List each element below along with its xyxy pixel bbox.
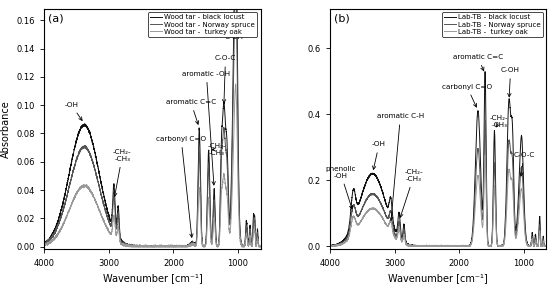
Wood tar -  turkey oak (132, 245, 139, 248)
X-axis label: Wavenumber [cm⁻¹]: Wavenumber [cm⁻¹] (389, 273, 488, 283)
Text: aromatic -OH: aromatic -OH (182, 71, 230, 185)
Lab-TB - Norway spruce (543, 244, 550, 248)
Wood tar - Norway spruce (144, 244, 150, 248)
Lab-TB - Norway spruce (418, 244, 424, 248)
Wood tar - Norway spruce (126, 245, 133, 248)
Text: carbonyl C=O: carbonyl C=O (156, 136, 206, 237)
Text: C-OH: C-OH (224, 29, 243, 40)
Text: C-OH: C-OH (501, 67, 520, 97)
Text: -CH₂-
-CH₃: -CH₂- -CH₃ (400, 169, 423, 217)
Lab-TB - Norway spruce (420, 244, 426, 247)
Wood tar - Norway spruce (240, 245, 247, 248)
Wood tar -  turkey oak (257, 244, 264, 248)
Text: C-O-C: C-O-C (513, 152, 534, 176)
Lab-TB -  turkey oak (420, 244, 426, 248)
Text: -CH₂-
-CH₃: -CH₂- -CH₃ (490, 115, 508, 127)
Wood tar -  turkey oak (134, 244, 140, 248)
Lab-TB - black locust (418, 244, 424, 248)
Wood tar - Norway spruce (251, 220, 257, 223)
Wood tar -  turkey oak (41, 242, 47, 246)
Wood tar - black locust (251, 215, 257, 218)
Text: aromatic C=C: aromatic C=C (166, 99, 216, 124)
Wood tar - Norway spruce (41, 242, 47, 246)
Text: (b): (b) (335, 14, 350, 24)
Text: -CH₂-
-CH₃: -CH₂- -CH₃ (208, 143, 226, 156)
Line: Wood tar -  turkey oak: Wood tar - turkey oak (44, 84, 261, 247)
Lab-TB - black locust (526, 244, 533, 247)
Line: Wood tar - black locust: Wood tar - black locust (44, 0, 261, 247)
Wood tar - black locust (134, 245, 140, 248)
Lab-TB - Norway spruce (429, 244, 436, 248)
Wood tar -  turkey oak (144, 245, 150, 248)
Lab-TB -  turkey oak (482, 154, 489, 157)
Lab-TB -  turkey oak (327, 244, 333, 248)
Wood tar - Norway spruce (198, 228, 205, 232)
Lab-TB - Norway spruce (484, 232, 491, 236)
Lab-TB -  turkey oak (327, 244, 333, 248)
Wood tar - black locust (257, 245, 264, 248)
Text: -OH: -OH (64, 102, 82, 121)
Lab-TB - Norway spruce (482, 118, 489, 122)
Wood tar - black locust (41, 241, 47, 245)
Lab-TB - Norway spruce (537, 224, 543, 228)
Wood tar - black locust (198, 225, 205, 229)
Text: phenolic
-OH: phenolic -OH (325, 166, 355, 209)
Lab-TB -  turkey oak (429, 244, 436, 247)
Wood tar - black locust (126, 245, 133, 248)
Line: Lab-TB - Norway spruce: Lab-TB - Norway spruce (330, 120, 546, 246)
Wood tar -  turkey oak (240, 245, 247, 248)
Lab-TB - black locust (429, 244, 436, 248)
Lab-TB - black locust (543, 244, 550, 248)
Text: carbonyl C=O: carbonyl C=O (442, 84, 492, 107)
Lab-TB -  turkey oak (526, 244, 533, 248)
Lab-TB -  turkey oak (537, 230, 543, 234)
Wood tar - Norway spruce (132, 245, 139, 248)
Lab-TB - black locust (327, 244, 333, 248)
Lab-TB -  turkey oak (484, 236, 491, 240)
Text: -CH₂-
-CH₃: -CH₂- -CH₃ (113, 149, 132, 196)
Lab-TB - Norway spruce (526, 244, 533, 248)
Wood tar - black locust (240, 245, 247, 248)
Lab-TB - black locust (484, 227, 491, 231)
Lab-TB -  turkey oak (543, 244, 550, 248)
Wood tar - black locust (132, 245, 139, 248)
Text: aromatic C-H: aromatic C-H (377, 113, 424, 220)
Lab-TB - black locust (537, 216, 543, 219)
Wood tar -  turkey oak (198, 236, 205, 239)
Line: Wood tar - Norway spruce: Wood tar - Norway spruce (44, 0, 261, 247)
Wood tar - black locust (144, 244, 150, 248)
Wood tar -  turkey oak (124, 245, 130, 248)
Y-axis label: Absorbance: Absorbance (1, 100, 11, 158)
Wood tar - Norway spruce (134, 245, 140, 248)
Lab-TB - Norway spruce (327, 244, 333, 248)
Line: Lab-TB -  turkey oak: Lab-TB - turkey oak (330, 155, 546, 246)
Legend: Wood tar - black locust, Wood tar - Norway spruce, Wood tar -  turkey oak: Wood tar - black locust, Wood tar - Norw… (148, 12, 257, 37)
Wood tar - Norway spruce (257, 245, 264, 248)
X-axis label: Wavenumber [cm⁻¹]: Wavenumber [cm⁻¹] (103, 273, 202, 283)
Text: C-O-C: C-O-C (215, 55, 236, 103)
Wood tar -  turkey oak (232, 82, 239, 86)
Line: Lab-TB - black locust: Lab-TB - black locust (330, 72, 546, 246)
Wood tar -  turkey oak (251, 230, 257, 233)
Lab-TB - black locust (482, 70, 489, 73)
Text: (a): (a) (49, 14, 64, 24)
Text: aromatic C=C: aromatic C=C (453, 54, 503, 71)
Lab-TB -  turkey oak (418, 244, 424, 248)
Legend: Lab-TB - black locust, Lab-TB - Norway spruce, Lab-TB -  turkey oak: Lab-TB - black locust, Lab-TB - Norway s… (442, 12, 543, 37)
Lab-TB - black locust (420, 244, 426, 248)
Text: -OH: -OH (372, 141, 386, 169)
